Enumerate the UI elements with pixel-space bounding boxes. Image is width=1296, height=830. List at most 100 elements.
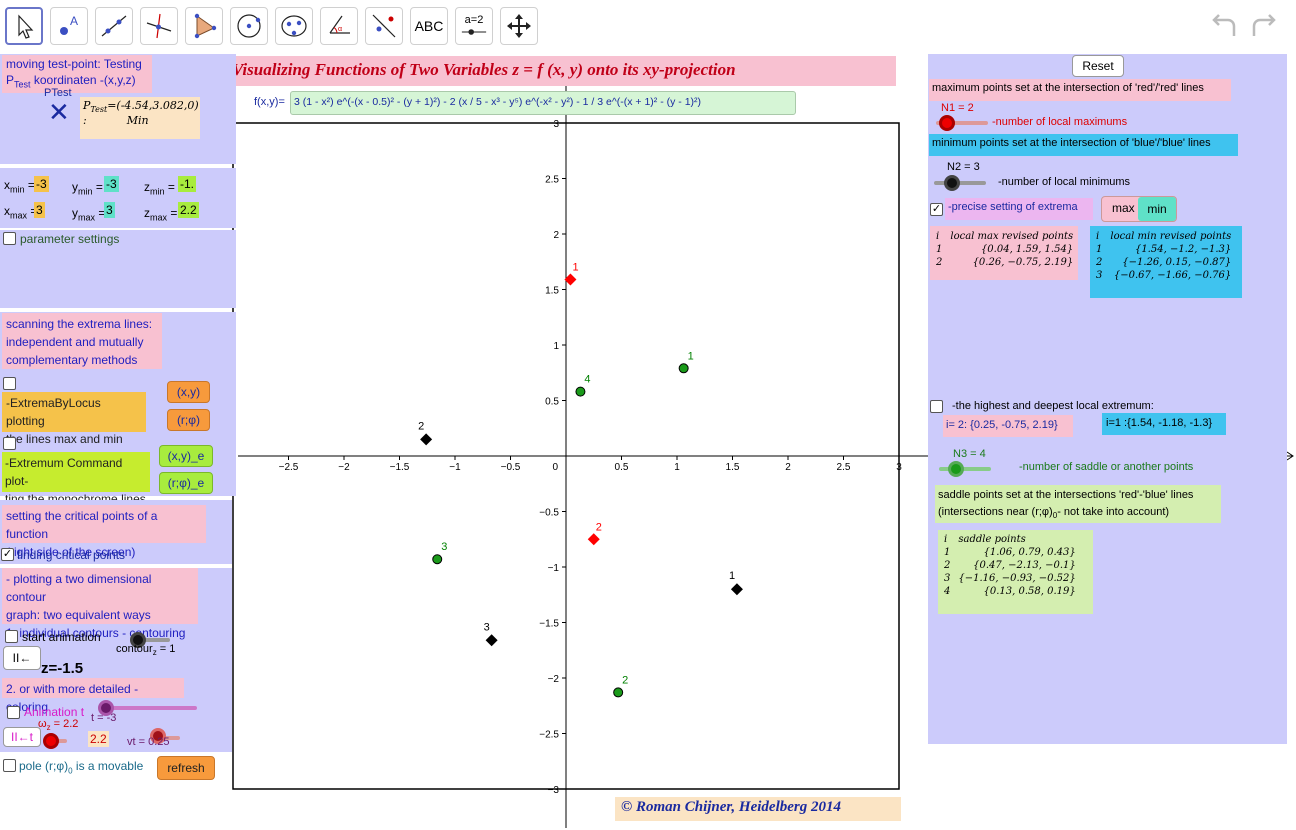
n1-slider-track[interactable] xyxy=(936,121,988,125)
min-point-marker xyxy=(730,583,743,596)
saddle-point-label: 4 xyxy=(584,374,590,386)
vt-slider-knob[interactable] xyxy=(150,728,166,744)
ptest-point-marker-icon[interactable]: ✕ xyxy=(48,97,70,127)
saddle-table-cell: {0.13, 0.58, 0.19} xyxy=(983,586,1076,597)
min-point-marker xyxy=(485,634,498,647)
zmin-field[interactable]: -1. xyxy=(178,176,197,192)
n3-slider-knob[interactable] xyxy=(948,461,964,477)
redo-icon[interactable] xyxy=(1248,12,1280,43)
saddle-info-line-2b: - not take into account) xyxy=(1057,506,1170,518)
extremum-command-checkbox[interactable] xyxy=(3,437,16,450)
x-axis-arrow xyxy=(1286,451,1294,461)
saddle-table-cell: {0.47, −2.13, −0.1} xyxy=(973,560,1076,571)
animation-t-checkbox[interactable] xyxy=(7,706,20,719)
reflect-tool-icon[interactable] xyxy=(365,7,403,45)
vt-slider-track[interactable] xyxy=(152,736,180,740)
text-tool-icon[interactable]: ABC xyxy=(410,7,448,45)
undo-icon[interactable] xyxy=(1208,12,1240,43)
min-table-cell: {1.54, −1.2, −1.3} xyxy=(1134,244,1232,255)
xmin-label: xmin = xyxy=(4,178,35,195)
pole-checkbox[interactable] xyxy=(3,759,16,772)
x-tick-label: 2 xyxy=(785,462,791,473)
color-play-button[interactable]: II←t xyxy=(3,727,41,747)
contour-slider-knob[interactable] xyxy=(130,632,146,648)
contour-play-button[interactable]: II← xyxy=(3,646,41,670)
y-tick-label: −3 xyxy=(548,785,560,796)
extremum-line-1: -Extremum Command plot- xyxy=(5,456,123,488)
zmax-field[interactable]: 2.2 xyxy=(178,202,199,218)
n2-slider-knob[interactable] xyxy=(944,175,960,191)
saddle-info-line-2a: (intersections near (r;φ) xyxy=(938,506,1053,518)
refresh-button[interactable]: refresh xyxy=(157,756,215,780)
point-tool-icon[interactable]: A xyxy=(50,7,88,45)
test-point-info: moving test-point: Testing PTest koordin… xyxy=(2,55,152,93)
ellipse-tool-icon[interactable] xyxy=(275,7,313,45)
saddle-table-cell: {1.06, 0.79, 0.43} xyxy=(983,547,1076,558)
locus-xy-button[interactable]: (x,y) xyxy=(167,381,210,403)
perpendicular-tool-icon[interactable] xyxy=(140,7,178,45)
min-table-header-1: local min revised points xyxy=(1110,231,1232,242)
move-tool-icon[interactable] xyxy=(5,7,43,45)
circle-tool-icon[interactable] xyxy=(230,7,268,45)
function-input[interactable]: 3 (1 - x²) e^(-(x - 0.5)² - (y + 1)²) - … xyxy=(290,91,796,115)
locus-polar-button[interactable]: (r;φ) xyxy=(167,409,210,431)
n1-description: -number of local maximums xyxy=(992,116,1128,128)
saddle-points-table: i saddle points 1 {1.06, 0.79, 0.43} 2 {0.47,… xyxy=(938,530,1093,614)
locus-line-2: the lines max and min xyxy=(6,432,123,446)
extremum-polar-button[interactable]: (r;φ)_e xyxy=(159,472,213,494)
max-points-table: i local max revised points 1 {0.04, 1.59, 1… xyxy=(930,226,1078,280)
coord-p: P xyxy=(83,99,91,112)
max-table-cell: 2 xyxy=(936,257,943,268)
slider-tool-icon[interactable]: a=2 xyxy=(455,7,493,45)
extremum-xy-button[interactable]: (x,y)_e xyxy=(159,445,213,467)
precise-setting-checkbox[interactable]: ✓ xyxy=(930,203,943,216)
min-button[interactable]: min xyxy=(1138,197,1176,221)
vt-value-label: vt = 0.25 xyxy=(127,736,170,748)
n2-slider-track[interactable] xyxy=(934,181,986,185)
ymax-field[interactable]: 3 xyxy=(104,202,115,218)
omega-input[interactable]: 2.2 xyxy=(88,731,109,747)
n1-slider-knob[interactable] xyxy=(939,115,955,131)
contour-slider-track[interactable] xyxy=(132,638,170,642)
saddle-table-row: 3 {−1.16, −0.93, −0.52} xyxy=(940,572,1080,585)
contour-line-1: - plotting a two dimensional contour xyxy=(6,572,152,604)
parameter-settings-checkbox[interactable] xyxy=(3,232,16,245)
move-view-tool-icon[interactable] xyxy=(500,7,538,45)
extrema-by-locus-checkbox[interactable] xyxy=(3,377,16,390)
reset-button[interactable]: Reset xyxy=(1072,55,1124,77)
min-table-cell: {−1.26, 0.15, −0.87} xyxy=(1122,257,1232,268)
min-table-cell: 3 xyxy=(1096,270,1103,281)
coord-value: =(-4.54,3.082,0) xyxy=(107,99,199,112)
t-slider-track[interactable] xyxy=(100,706,197,710)
t-slider-knob[interactable] xyxy=(98,700,114,716)
ymin-field[interactable]: -3 xyxy=(104,176,119,192)
y-tick-label: −2.5 xyxy=(539,730,559,741)
ymax-label: ymax = xyxy=(72,206,106,223)
min-point-label: 1 xyxy=(729,570,735,582)
finding-critical-checkbox[interactable]: ✓ xyxy=(1,548,14,561)
omega-slider-knob[interactable] xyxy=(43,733,59,749)
highest-deepest-checkbox[interactable] xyxy=(930,400,943,413)
y-tick-label: 0.5 xyxy=(545,397,559,408)
contour-info: - plotting a two dimensional contour gra… xyxy=(2,568,198,640)
n3-slider-track[interactable] xyxy=(939,467,991,471)
xmax-field[interactable]: 3 xyxy=(34,202,45,218)
angle-tool-icon[interactable]: α xyxy=(320,7,358,45)
max-button[interactable]: max xyxy=(1112,201,1135,215)
min-points-table: i local min revised points 1 {1.54, −1.2, −… xyxy=(1090,226,1242,298)
start-animation-checkbox[interactable] xyxy=(5,630,18,643)
highest-deepest-label: -the highest and deepest local extremum: xyxy=(952,400,1154,412)
y-tick-label: −2 xyxy=(548,674,560,685)
coord-colon: : xyxy=(83,114,87,128)
parameter-settings-label: parameter settings xyxy=(20,232,120,246)
scanning-line-1: scanning the extrema lines: xyxy=(6,317,153,331)
line-tool-icon[interactable] xyxy=(95,7,133,45)
polygon-tool-icon[interactable] xyxy=(185,7,223,45)
finding-critical-label: finding critical points xyxy=(17,548,126,562)
xmin-field[interactable]: -3 xyxy=(34,176,49,192)
page-title: Visualizing Functions of Two Variables z… xyxy=(232,60,736,79)
saddle-table-row: 2 {0.47, −2.13, −0.1} xyxy=(940,559,1080,572)
text-tool-label: ABC xyxy=(414,18,444,34)
saddle-point-marker xyxy=(432,554,443,565)
